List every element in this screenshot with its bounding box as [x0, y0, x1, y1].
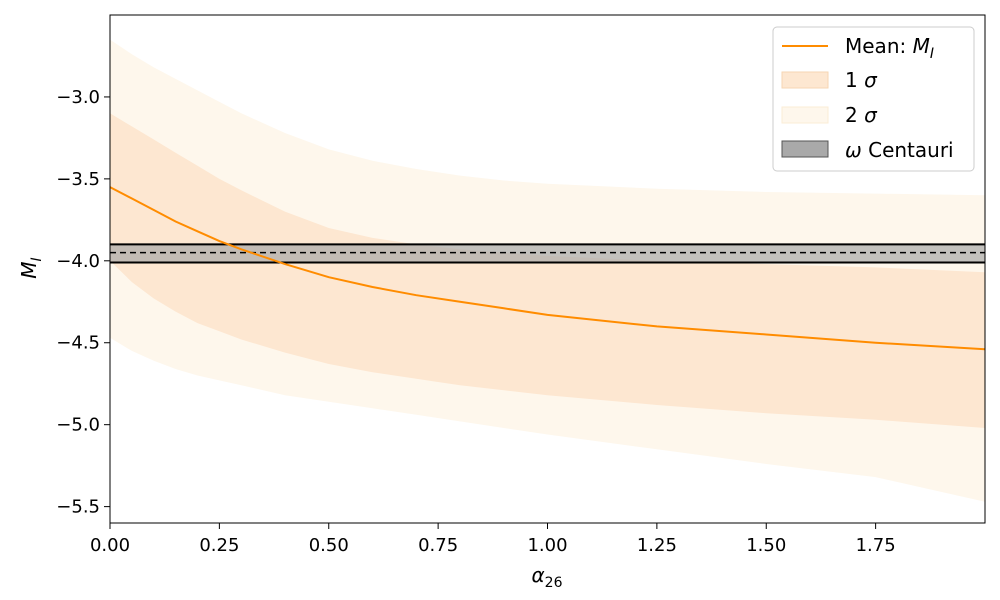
x-tick-label: 1.00	[527, 535, 567, 556]
x-tick-label: 0.75	[418, 535, 458, 556]
y-axis-label-main: M	[17, 261, 41, 278]
legend-label-omega-text: Centauri	[862, 138, 954, 162]
legend-label-mean-text: Mean:	[845, 34, 913, 58]
legend-label-1sigma-text: 1	[845, 68, 864, 92]
legend-swatch-omega-centauri	[781, 140, 829, 158]
legend-swatch-2sigma	[781, 106, 829, 124]
x-tick-label: 0.00	[90, 535, 130, 556]
mean-line-group	[110, 186, 985, 351]
legend-swatch-1sigma	[781, 71, 829, 89]
legend-label-2sigma: 2 σ	[845, 103, 878, 127]
x-tick-label: 1.75	[856, 535, 896, 556]
y-axis-ticks: −3.0 −3.5 −4.0 −4.5 −5.0 −5.5	[56, 87, 110, 518]
x-tick-label: 1.25	[637, 535, 677, 556]
omega-centauri-band-group	[110, 243, 985, 264]
band-1sigma	[110, 113, 985, 429]
y-axis-label-sub: I	[29, 257, 45, 261]
legend-label-1sigma: 1 σ	[845, 68, 878, 92]
y-tick-label: −3.5	[56, 169, 100, 190]
y-axis-label: MI	[17, 257, 45, 278]
legend-label-omega-italic: ω	[845, 138, 862, 162]
x-tick-label: 0.50	[309, 535, 349, 556]
x-axis-label-sub: 26	[545, 575, 563, 591]
legend-label-mean-sub: I	[930, 46, 934, 62]
legend: Mean: MI 1 σ 2 σ ω Centauri	[772, 26, 975, 172]
confidence-bands	[110, 39, 985, 502]
x-tick-label: 1.50	[746, 535, 786, 556]
y-tick-label: −4.0	[56, 251, 100, 272]
legend-label-2sigma-text: 2	[845, 103, 864, 127]
x-tick-label: 0.25	[199, 535, 239, 556]
mean-line	[110, 186, 985, 351]
y-tick-label: −5.5	[56, 497, 100, 518]
x-axis-label: α26	[531, 563, 562, 591]
legend-label-2sigma-italic: σ	[864, 103, 878, 127]
legend-label-1sigma-italic: σ	[864, 68, 878, 92]
y-tick-label: −3.0	[56, 87, 100, 108]
legend-label-mean: Mean: MI	[845, 34, 934, 62]
y-tick-label: −5.0	[56, 415, 100, 436]
x-axis-ticks: 0.00 0.25 0.50 0.75 1.00 1.25 1.50 1.75	[90, 523, 896, 556]
y-tick-label: −4.5	[56, 333, 100, 354]
x-axis-label-main: α	[531, 563, 544, 587]
legend-label-mean-italic: M	[913, 34, 930, 58]
legend-frame	[772, 26, 975, 172]
legend-label-omega-centauri: ω Centauri	[845, 138, 954, 162]
omega-centauri-band	[110, 244, 985, 263]
